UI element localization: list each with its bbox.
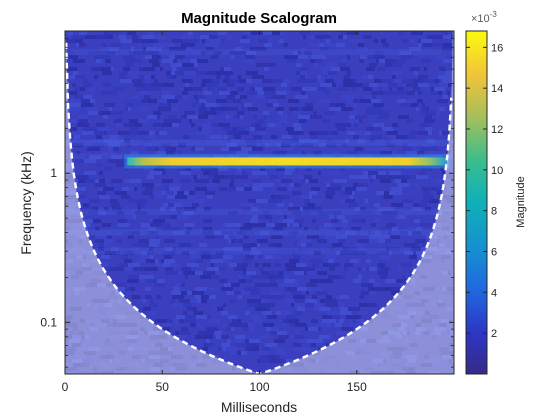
scalogram-noise [65, 31, 454, 374]
colorbar-tick-label: 8 [491, 206, 497, 218]
x-tick-label: 50 [156, 380, 170, 394]
x-axis-label: Milliseconds [221, 399, 297, 415]
y-axis-ticks: 0.11 [40, 30, 454, 368]
colorbar-tick-label: 16 [491, 42, 503, 54]
colorbar-frame [465, 30, 488, 375]
x-tick-label: 150 [347, 380, 367, 394]
chart-title: Magnitude Scalogram [181, 10, 337, 27]
y-tick-label: 0.1 [40, 315, 57, 329]
tone-band [127, 157, 447, 166]
colorbar-tick-label: 12 [491, 124, 503, 136]
cone-of-influence-shading [65, 31, 454, 374]
colorbar-tick-label: 10 [491, 165, 503, 177]
colorbar-tick-label: 4 [491, 287, 497, 299]
colorbar-tick-label: 2 [491, 328, 497, 340]
colorbar-tick-label: 14 [491, 83, 503, 95]
colorbar-label: Magnitude [515, 176, 527, 227]
x-axis-ticks: 0 50 100 150 [62, 31, 367, 394]
x-tick-label: 0 [62, 380, 69, 394]
colorbar-tick-label: 6 [491, 247, 497, 259]
y-tick-label: 1 [50, 166, 57, 180]
x-tick-label: 100 [249, 380, 269, 394]
y-axis-label: Frequency (kHz) [18, 151, 34, 254]
colorbar [466, 31, 487, 374]
colorbar-ticks: 2 4 6 8 10 12 14 16 [466, 42, 503, 340]
colorbar-exponent-label: ×10-3 [471, 10, 497, 25]
